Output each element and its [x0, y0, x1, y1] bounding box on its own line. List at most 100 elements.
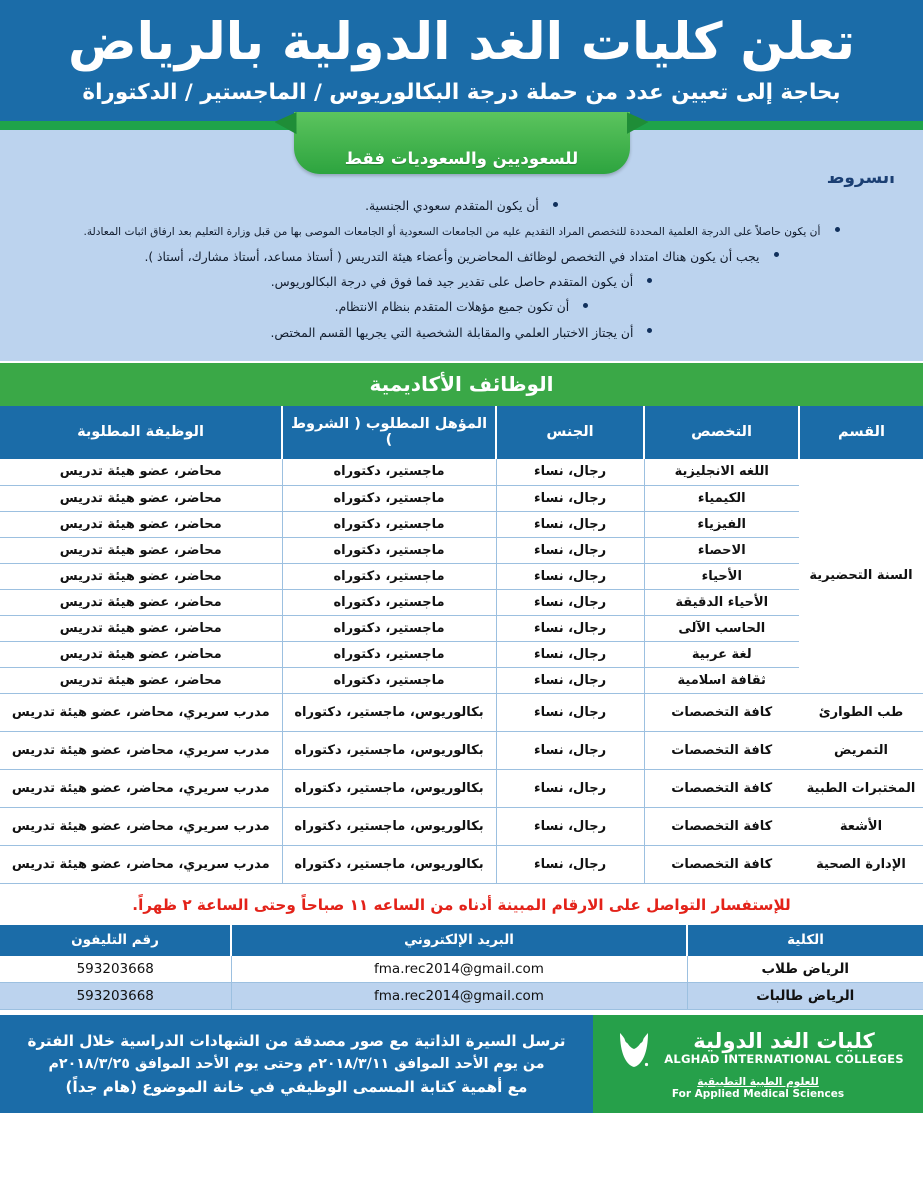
bullet-icon — [834, 226, 840, 232]
qualification-cell: ماجستير، دكتوراه — [281, 511, 496, 538]
job-cell: مدرب سريري، محاضر، عضو هيئة تدريس — [0, 807, 282, 846]
academic-jobs-table: القسم التخصص الجنس المؤهل المطلوب ( الشر… — [0, 406, 923, 884]
job-cell: مدرب سريري، محاضر، عضو هيئة تدريس — [0, 731, 282, 770]
table-row: الحاسب الآلى رجال، نساء ماجستير، دكتوراه… — [0, 615, 923, 642]
column-header-qualification: المؤهل المطلوب ( الشروط ) — [281, 406, 496, 460]
table-row: الاحصاء رجال، نساء ماجستير، دكتوراه محاض… — [0, 537, 923, 564]
condition-text: يجب أن يكون هناك امتداد في التخصص لوظائف… — [144, 249, 760, 264]
table-row: الأشعة كافة التخصصات رجال، نساء بكالوريو… — [0, 807, 923, 846]
table-row: الأحياء رجال، نساء ماجستير، دكتوراه محاض… — [0, 563, 923, 590]
job-cell: محاضر، عضو هيئة تدريس — [0, 667, 282, 694]
college-cell: الرياض طالبات — [686, 982, 923, 1010]
saudis-only-badge-label: للسعوديين والسعوديات فقط — [344, 149, 579, 169]
major-cell: الأحياء الدقيقة — [643, 589, 799, 616]
qualification-cell: ماجستير، دكتوراه — [281, 563, 496, 590]
gender-cell: رجال، نساء — [495, 667, 644, 694]
qualification-cell: ماجستير، دكتوراه — [281, 537, 496, 564]
logo-row: كليات الغد الدولية ALGHAD INTERNATIONAL … — [612, 1027, 904, 1071]
gender-cell: رجال، نساء — [495, 511, 644, 538]
gender-cell: رجال، نساء — [495, 537, 644, 564]
phone-cell[interactable]: 593203668 — [0, 955, 231, 983]
college-logo-block: كليات الغد الدولية ALGHAD INTERNATIONAL … — [593, 1014, 923, 1113]
condition-text: أن يكون المتقدم حاصل على تقدير جيد فما ف… — [270, 275, 634, 290]
gender-cell: رجال، نساء — [495, 731, 644, 770]
alghad-tulip-logo-icon — [612, 1027, 656, 1071]
department-cell: التمريض — [799, 731, 923, 770]
college-cell: الرياض طلاب — [686, 955, 923, 983]
job-cell: مدرب سريري، محاضر، عضو هيئة تدريس — [0, 693, 282, 732]
table-row: الرياض طالبات fma.rec2014@gmail.com 5932… — [0, 982, 923, 1010]
table-row: طب الطوارئ كافة التخصصات رجال، نساء بكال… — [0, 693, 923, 732]
logo-english-name: ALGHAD INTERNATIONAL COLLEGES — [664, 1052, 904, 1067]
bullet-icon — [773, 252, 779, 258]
qualification-cell: بكالوريوس، ماجستير، دكتوراه — [281, 845, 496, 884]
gender-cell: رجال، نساء — [495, 459, 644, 486]
qualification-cell: ماجستير، دكتوراه — [281, 641, 496, 668]
footer-line-2: من يوم الأحد الموافق ٢٠١٨/٣/١١م وحتى يوم… — [48, 1055, 545, 1072]
job-cell: محاضر، عضو هيئة تدريس — [0, 459, 282, 486]
table-row: ثقافة اسلامية رجال، نساء ماجستير، دكتورا… — [0, 667, 923, 694]
job-cell: مدرب سريري، محاضر، عضو هيئة تدريس — [0, 845, 282, 884]
column-header-department: القسم — [798, 406, 923, 460]
page-subtitle: بحاجة إلى تعيين عدد من حملة درجة البكالو… — [82, 80, 841, 106]
table-row: التمريض كافة التخصصات رجال، نساء بكالوري… — [0, 731, 923, 770]
qualification-cell: ماجستير، دكتوراه — [281, 589, 496, 616]
condition-item: يجب أن يكون هناك امتداد في التخصص لوظائف… — [22, 246, 901, 265]
footer-line-3: مع أهمية كتابة المسمى الوظيفي في خانة ال… — [65, 1077, 528, 1096]
department-cell-preparatory-year: السنة التحضيرية — [799, 459, 923, 694]
contact-table-body: الرياض طلاب fma.rec2014@gmail.com 593203… — [0, 955, 923, 1010]
column-header-email: البريد الإلكتروني — [230, 924, 687, 956]
condition-text: أن تكون جميع مؤهلات المتقدم بنظام الانتظ… — [334, 300, 570, 315]
department-cell: الأشعة — [799, 807, 923, 846]
table-row: الكيمياء رجال، نساء ماجستير، دكتوراه محا… — [0, 485, 923, 512]
table-row: الإدارة الصحية كافة التخصصات رجال، نساء … — [0, 845, 923, 884]
major-cell: كافة التخصصات — [643, 693, 799, 732]
qualification-cell: ماجستير، دكتوراه — [281, 485, 496, 512]
major-cell: الأحياء — [643, 563, 799, 590]
major-cell: كافة التخصصات — [643, 731, 799, 770]
logo-english-tagline: For Applied Medical Sciences — [671, 1088, 845, 1101]
bullet-icon — [647, 328, 653, 334]
major-cell: الفيزياء — [643, 511, 799, 538]
condition-text: أن يجتاز الاختبار العلمي والمقابلة الشخص… — [270, 325, 634, 340]
gender-cell: رجال، نساء — [495, 845, 644, 884]
qualification-cell: بكالوريوس، ماجستير، دكتوراه — [281, 693, 496, 732]
job-cell: محاضر، عضو هيئة تدريس — [0, 537, 282, 564]
jobs-table-body: السنة التحضيرية اللغه الانجليزية رجال، ن… — [0, 459, 923, 884]
gender-cell: رجال، نساء — [495, 563, 644, 590]
qualification-cell: ماجستير، دكتوراه — [281, 615, 496, 642]
ribbon-zone: للسعوديين والسعوديات فقط — [0, 112, 923, 177]
major-cell: اللغه الانجليزية — [643, 459, 799, 486]
contact-table: الكلية البريد الإلكتروني رقم التليفون ال… — [0, 924, 923, 1010]
major-cell: كافة التخصصات — [643, 845, 799, 884]
major-cell: كافة التخصصات — [643, 769, 799, 808]
column-header-job: الوظيفة المطلوبة — [0, 406, 282, 460]
column-header-phone: رقم التليفون — [0, 924, 231, 956]
gender-cell: رجال، نساء — [495, 615, 644, 642]
gender-cell: رجال، نساء — [495, 807, 644, 846]
major-cell: ثقافة اسلامية — [643, 667, 799, 694]
column-header-gender: الجنس — [495, 406, 644, 460]
email-cell[interactable]: fma.rec2014@gmail.com — [230, 982, 687, 1010]
department-cell: المختبرات الطبية — [799, 769, 923, 808]
logo-wordmark: كليات الغد الدولية ALGHAD INTERNATIONAL … — [664, 1031, 904, 1067]
gender-cell: رجال، نساء — [495, 641, 644, 668]
qualification-cell: ماجستير، دكتوراه — [281, 459, 496, 486]
logo-arabic-name: كليات الغد الدولية — [693, 1029, 875, 1054]
job-cell: محاضر، عضو هيئة تدريس — [0, 485, 282, 512]
department-cell: الإدارة الصحية — [799, 845, 923, 884]
poster-header: تعلن كليات الغد الدولية بالرياض بحاجة إل… — [0, 0, 923, 122]
academic-jobs-section-title: الوظائف الأكاديمية — [0, 361, 923, 407]
phone-cell[interactable]: 593203668 — [0, 982, 231, 1010]
major-cell: كافة التخصصات — [643, 807, 799, 846]
condition-item: أن يكون حاصلاً على الدرجة العلمية المحدد… — [22, 220, 901, 239]
email-cell[interactable]: fma.rec2014@gmail.com — [230, 955, 687, 983]
qualification-cell: بكالوريوس، ماجستير، دكتوراه — [281, 769, 496, 808]
job-cell: محاضر، عضو هيئة تدريس — [0, 511, 282, 538]
qualification-cell: بكالوريوس، ماجستير، دكتوراه — [281, 731, 496, 770]
condition-item: أن يكون المتقدم حاصل على تقدير جيد فما ف… — [22, 271, 901, 290]
bullet-icon — [552, 201, 558, 207]
conditions-list: أن يكون المتقدم سعودي الجنسية. أن يكون ح… — [22, 195, 901, 341]
gender-cell: رجال، نساء — [495, 589, 644, 616]
